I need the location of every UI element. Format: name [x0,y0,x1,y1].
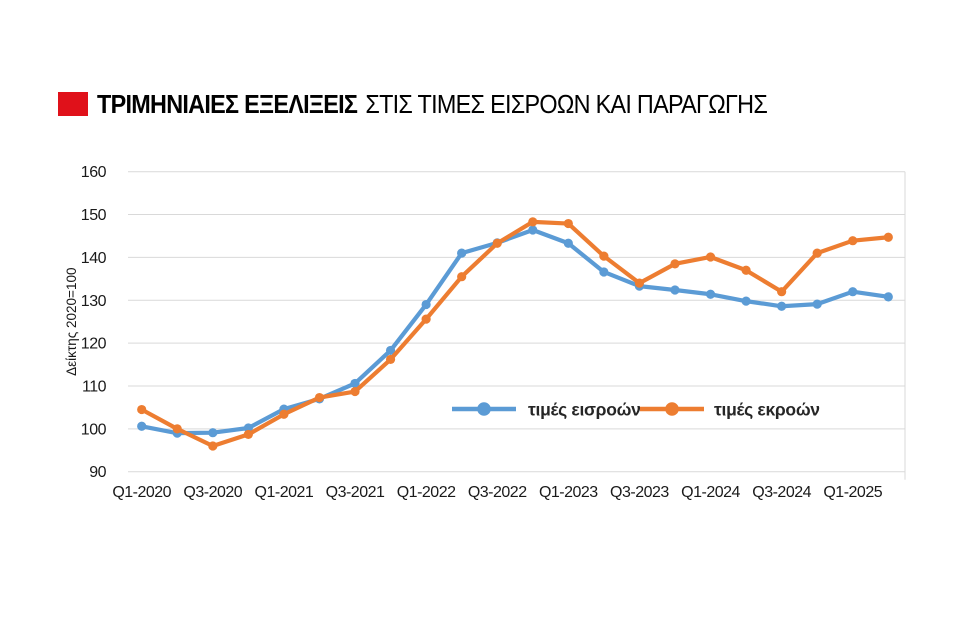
legend-label-0: τιμές εισροών [528,400,641,420]
series-0-point-Q1-2025 [848,287,858,297]
series-0-point-Q1-2023 [563,238,573,248]
x-tick-label-Q1-2025: Q1-2025 [823,484,882,501]
series-line-1 [139,219,891,449]
y-tick-label-140: 140 [81,250,107,267]
series-0-point-Q1-2020 [137,421,147,431]
series-0-point-Q2-2024 [741,296,751,306]
series-1-point-Q1-2025 [848,236,858,246]
series-0-point-Q4-2020 [243,423,253,433]
series-1-point-Q2-2024 [741,265,751,275]
y-tick-label-150: 150 [81,207,107,224]
x-tick-label-Q3-2021: Q3-2021 [326,484,385,501]
legend-swatch-dot-1 [665,402,679,416]
page-title: ΤΡΙΜΗΝΙΑΙΕΣ ΕΞΕΛΙΞΕΙΣ ΣΤΙΣ ΤΙΜΕΣ ΕΙΣΡΟΩΝ … [97,89,768,119]
legend-label-1: τιμές εκροών [714,400,820,420]
y-tick-label-130: 130 [81,293,107,310]
series-1-point-Q2-2025 [883,232,893,242]
series-0-point-Q4-2022 [528,225,538,235]
title-accent-square [58,92,88,116]
x-tick-label-Q1-2021: Q1-2021 [255,484,314,501]
y-tick-label-120: 120 [81,336,107,353]
series-0-point-Q3-2020 [208,428,218,438]
series-0-point-Q2-2025 [883,292,893,302]
series-0-point-Q2-2022 [457,248,467,258]
series-1-point-Q3-2021 [350,386,360,397]
series-1-point-Q4-2023 [670,259,680,269]
y-tick-label-110: 110 [82,378,107,395]
x-tick-label-Q1-2024: Q1-2024 [681,484,740,501]
title-primary: ΤΡΙΜΗΝΙΑΙΕΣ ΕΞΕΛΙΞΕΙΣ [97,89,358,119]
legend-swatch-dot-0 [477,402,491,416]
x-tick-label-Q3-2020: Q3-2020 [183,484,242,501]
series-1-point-Q3-2020 [208,441,218,451]
x-tick-label-Q1-2023: Q1-2023 [539,484,598,501]
series-1-point-Q2-2022 [457,272,467,282]
series-1-point-Q3-2022 [492,238,502,248]
x-tick-label-Q1-2020: Q1-2020 [112,484,171,501]
series-0-point-Q1-2024 [705,289,716,299]
series-0-point-Q3-2021 [350,378,360,389]
series-1-point-Q1-2021 [279,409,289,419]
series-1-point-Q2-2021 [314,392,325,403]
y-tick-label-160: 160 [81,164,107,181]
series-1-point-Q2-2020 [172,424,182,434]
series-1-point-Q1-2023 [563,218,573,229]
series-1-point-Q3-2024 [777,287,787,297]
chart-header: ΤΡΙΜΗΝΙΑΙΕΣ ΕΞΕΛΙΞΕΙΣ ΣΤΙΣ ΤΙΜΕΣ ΕΙΣΡΟΩΝ … [58,89,842,119]
series-1-point-Q1-2024 [705,252,716,262]
series-0-point-Q3-2024 [777,301,787,311]
series-1-point-Q4-2021 [385,354,396,365]
series-0-point-Q4-2024 [812,299,822,309]
y-tick-label-100: 100 [81,421,107,438]
series-1-point-Q1-2020 [137,404,147,415]
series-1-point-Q4-2024 [812,248,822,258]
y-axis-title: Δείκτης 2020=100 [64,268,79,376]
series-1-point-Q4-2022 [528,217,538,227]
series-1-point-Q1-2022 [421,314,431,324]
series-1-point-Q4-2020 [243,429,253,440]
title-secondary: ΣΤΙΣ ΤΙΜΕΣ ΕΙΣΡΟΩΝ ΚΑΙ ΠΑΡΑΓΩΓΗΣ [365,89,768,119]
series-1-point-Q3-2023 [634,278,645,288]
series-0-point-Q4-2023 [670,285,680,295]
series-0-point-Q2-2023 [599,267,609,277]
series-1-point-Q2-2023 [599,251,609,261]
y-tick-label-90: 90 [89,464,106,481]
x-tick-label-Q3-2022: Q3-2022 [468,484,527,501]
x-tick-label-Q3-2023: Q3-2023 [610,484,669,501]
series-line-0 [139,227,891,436]
x-tick-label-Q3-2024: Q3-2024 [752,484,811,501]
series-0-point-Q1-2022 [421,299,431,310]
series-0-point-Q4-2021 [385,345,396,356]
x-tick-label-Q1-2022: Q1-2022 [397,484,456,501]
